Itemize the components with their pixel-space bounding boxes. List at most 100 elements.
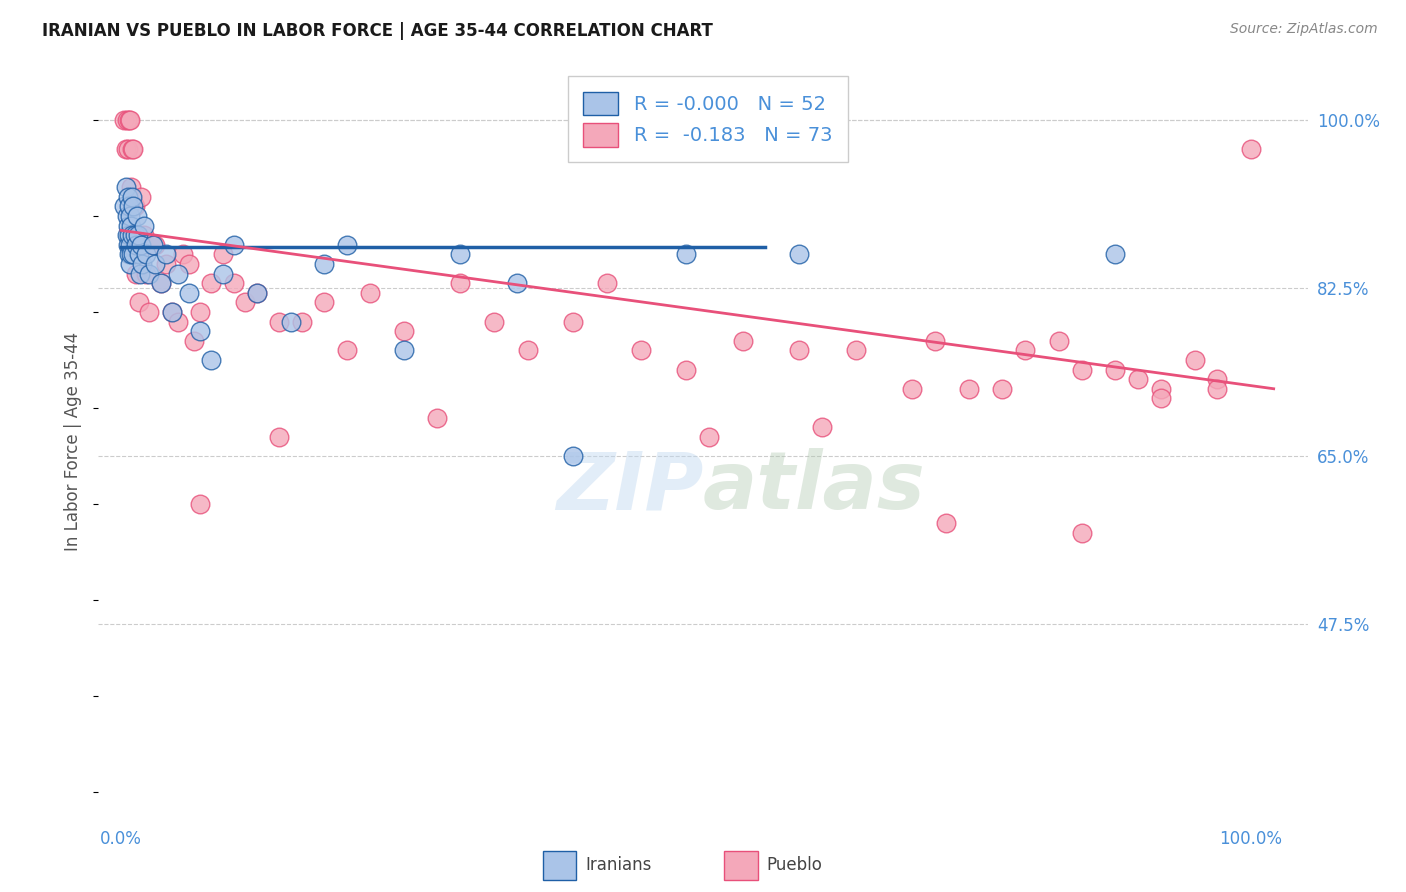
Point bbox=[117, 142, 139, 156]
Point bbox=[188, 497, 211, 511]
Point bbox=[124, 228, 146, 243]
Point bbox=[280, 315, 302, 329]
Point bbox=[127, 228, 149, 243]
Point bbox=[392, 343, 415, 358]
Point bbox=[1240, 142, 1263, 156]
Point bbox=[1206, 382, 1229, 396]
Point bbox=[122, 247, 145, 261]
Point bbox=[120, 247, 142, 261]
Point bbox=[188, 305, 211, 319]
Point bbox=[211, 247, 233, 261]
Legend: R = -0.000   N = 52, R =  -0.183   N = 73: R = -0.000 N = 52, R = -0.183 N = 73 bbox=[568, 76, 848, 162]
Point bbox=[336, 237, 359, 252]
Point bbox=[149, 276, 172, 290]
Point bbox=[269, 430, 291, 444]
Point bbox=[314, 257, 336, 271]
Point bbox=[731, 334, 754, 348]
Point bbox=[359, 285, 381, 300]
Point bbox=[336, 343, 359, 358]
Point bbox=[787, 343, 810, 358]
Point bbox=[957, 382, 980, 396]
Point bbox=[516, 343, 538, 358]
Point bbox=[291, 315, 314, 329]
Point bbox=[924, 334, 946, 348]
Point bbox=[118, 247, 141, 261]
Point bbox=[128, 247, 150, 261]
Point bbox=[177, 257, 200, 271]
Point bbox=[135, 247, 157, 261]
Point bbox=[118, 228, 141, 243]
Point bbox=[200, 276, 222, 290]
Point bbox=[1070, 362, 1092, 376]
Point bbox=[482, 315, 505, 329]
Point bbox=[222, 237, 245, 252]
Point bbox=[845, 343, 868, 358]
Point bbox=[117, 190, 139, 204]
Point bbox=[121, 190, 143, 204]
Point bbox=[449, 276, 471, 290]
Point bbox=[149, 276, 172, 290]
Point bbox=[114, 142, 136, 156]
Point bbox=[118, 199, 141, 213]
Point bbox=[117, 219, 139, 233]
Point bbox=[183, 334, 205, 348]
Point bbox=[155, 257, 177, 271]
Point bbox=[172, 247, 194, 261]
Point bbox=[121, 228, 143, 243]
Point bbox=[188, 324, 211, 338]
Point bbox=[1014, 343, 1036, 358]
Point bbox=[222, 276, 245, 290]
Point bbox=[118, 113, 141, 128]
Point bbox=[246, 285, 269, 300]
Point bbox=[125, 209, 148, 223]
Bar bbox=[724, 851, 758, 880]
Point bbox=[125, 228, 148, 243]
Point bbox=[127, 247, 149, 261]
Point bbox=[1150, 392, 1173, 406]
Point bbox=[675, 362, 697, 376]
Point bbox=[121, 142, 143, 156]
Point bbox=[596, 276, 619, 290]
Point bbox=[246, 285, 269, 300]
Point bbox=[129, 267, 152, 281]
Text: atlas: atlas bbox=[703, 448, 925, 526]
Text: Iranians: Iranians bbox=[585, 856, 651, 874]
Point bbox=[449, 247, 471, 261]
Point bbox=[131, 190, 153, 204]
Point bbox=[392, 324, 415, 338]
Point bbox=[142, 237, 165, 252]
Point bbox=[135, 267, 157, 281]
Point bbox=[115, 209, 138, 223]
Point bbox=[112, 113, 135, 128]
Point bbox=[675, 247, 697, 261]
Point bbox=[505, 276, 527, 290]
Point bbox=[269, 315, 291, 329]
Point bbox=[200, 353, 222, 368]
Point bbox=[121, 228, 143, 243]
Point bbox=[138, 305, 160, 319]
Point bbox=[155, 247, 177, 261]
Point bbox=[1104, 247, 1126, 261]
Point bbox=[132, 219, 155, 233]
Point bbox=[1150, 382, 1173, 396]
Point bbox=[132, 228, 155, 243]
Point bbox=[128, 295, 150, 310]
Point bbox=[115, 228, 138, 243]
Point bbox=[562, 449, 585, 463]
Point bbox=[901, 382, 924, 396]
Point bbox=[120, 237, 142, 252]
Point bbox=[991, 382, 1014, 396]
Text: ZIP: ZIP bbox=[555, 448, 703, 526]
Point bbox=[426, 410, 449, 425]
Y-axis label: In Labor Force | Age 35-44: In Labor Force | Age 35-44 bbox=[65, 332, 83, 551]
Point bbox=[160, 305, 183, 319]
Point bbox=[117, 237, 139, 252]
Point bbox=[1126, 372, 1149, 386]
Point bbox=[120, 219, 142, 233]
Point bbox=[122, 142, 145, 156]
Point bbox=[143, 257, 166, 271]
Point bbox=[125, 267, 148, 281]
Point bbox=[160, 305, 183, 319]
Point bbox=[233, 295, 256, 310]
Text: Source: ZipAtlas.com: Source: ZipAtlas.com bbox=[1230, 22, 1378, 37]
